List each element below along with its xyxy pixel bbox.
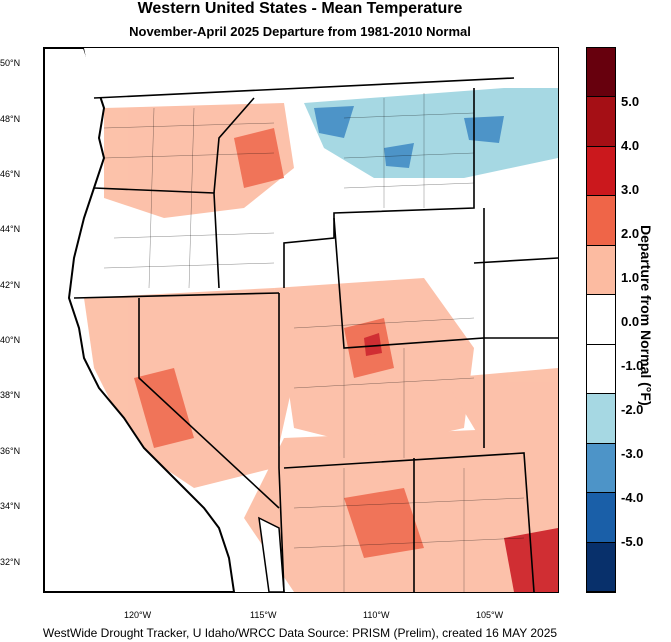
colorbar-swatch xyxy=(587,344,615,395)
temperature-departure-map xyxy=(44,48,558,592)
map-area xyxy=(43,47,559,593)
colorbar xyxy=(586,47,616,593)
colorbar-swatch xyxy=(587,245,615,296)
lat-label: 50°N xyxy=(0,58,21,68)
colorbar-title: Departure from Normal (°F) xyxy=(638,225,654,406)
colorbar-tick-label: -3.0 xyxy=(621,446,644,461)
lat-label: 46°N xyxy=(0,169,21,179)
colorbar-tick-label: -5.0 xyxy=(621,534,644,549)
lat-label: 36°N xyxy=(0,446,21,456)
colorbar-tick-label: 0.0 xyxy=(621,314,640,329)
colorbar-swatch xyxy=(587,196,615,246)
state-boundaries xyxy=(73,77,558,592)
map-subtitle: November-April 2025 Departure from 1981-… xyxy=(129,24,471,39)
colorbar-swatch xyxy=(587,542,615,592)
colorbar-tick-label: 5.0 xyxy=(621,94,640,109)
footer-credit: WestWide Drought Tracker, U Idaho/WRCC D… xyxy=(42,626,558,640)
colorbar-tick-label: 3.0 xyxy=(621,182,640,197)
colorbar-swatch xyxy=(587,394,615,444)
gulf-of-california xyxy=(258,516,285,592)
colorbar-tick-label: -4.0 xyxy=(621,490,644,505)
map-title: Western United States - Mean Temperature xyxy=(137,0,463,17)
canada-region xyxy=(84,48,558,98)
colorbar-swatch xyxy=(587,443,615,494)
colorbar-swatch xyxy=(587,97,615,147)
cool-anomaly-fields xyxy=(304,88,558,178)
warm-anomaly-fields xyxy=(84,103,558,592)
colorbar-tick-label: 2.0 xyxy=(621,226,640,241)
colorbar-tick-label: -2.0 xyxy=(621,402,644,417)
pacific-coastline xyxy=(44,48,236,592)
county-boundaries xyxy=(103,93,525,592)
colorbar-tick-label: 1.0 xyxy=(621,270,640,285)
colorbar-swatch xyxy=(587,493,615,543)
lat-label: 32°N xyxy=(0,557,21,567)
colorbar-tick-label: 4.0 xyxy=(621,138,640,153)
colorbar-tick-label: -1.0 xyxy=(621,358,644,373)
lat-label: 34°N xyxy=(0,501,21,511)
lon-label: 105°W xyxy=(476,610,504,620)
lat-label: 40°N xyxy=(0,335,21,345)
lat-label: 42°N xyxy=(0,280,21,290)
lat-label: 38°N xyxy=(0,390,21,400)
lon-label: 110°W xyxy=(363,610,390,620)
colorbar-swatch xyxy=(587,146,615,197)
lat-label: 44°N xyxy=(0,224,21,234)
lon-label: 115°W xyxy=(250,610,277,620)
colorbar-swatch xyxy=(587,295,615,345)
lon-label: 120°W xyxy=(124,610,152,620)
colorbar-swatch xyxy=(587,48,615,98)
lat-label: 48°N xyxy=(0,114,21,124)
